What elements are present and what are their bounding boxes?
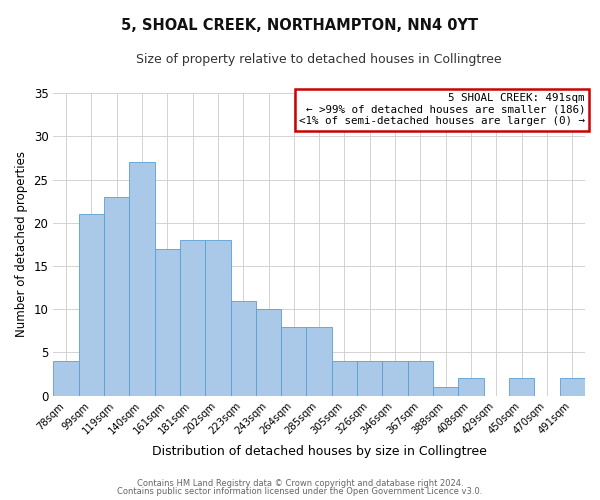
Text: Contains HM Land Registry data © Crown copyright and database right 2024.: Contains HM Land Registry data © Crown c…	[137, 478, 463, 488]
Bar	[433, 387, 458, 396]
Text: 5, SHOAL CREEK, NORTHAMPTON, NN4 0YT: 5, SHOAL CREEK, NORTHAMPTON, NN4 0YT	[121, 18, 479, 32]
Text: 5 SHOAL CREEK: 491sqm
← >99% of detached houses are smaller (186)
<1% of semi-de: 5 SHOAL CREEK: 491sqm ← >99% of detached…	[299, 93, 585, 126]
Bar	[104, 197, 129, 396]
Title: Size of property relative to detached houses in Collingtree: Size of property relative to detached ho…	[136, 52, 502, 66]
Bar	[458, 378, 484, 396]
Bar	[205, 240, 230, 396]
Bar	[155, 248, 180, 396]
Bar	[79, 214, 104, 396]
Bar	[53, 361, 79, 396]
Bar	[180, 240, 205, 396]
Bar	[256, 309, 281, 396]
Bar	[382, 361, 408, 396]
X-axis label: Distribution of detached houses by size in Collingtree: Distribution of detached houses by size …	[152, 444, 487, 458]
Bar	[332, 361, 357, 396]
Bar	[509, 378, 535, 396]
Text: Contains public sector information licensed under the Open Government Licence v3: Contains public sector information licen…	[118, 487, 482, 496]
Bar	[307, 326, 332, 396]
Bar	[129, 162, 155, 396]
Bar	[281, 326, 307, 396]
Bar	[560, 378, 585, 396]
Bar	[408, 361, 433, 396]
Bar	[357, 361, 382, 396]
Bar	[230, 300, 256, 396]
Y-axis label: Number of detached properties: Number of detached properties	[15, 152, 28, 338]
